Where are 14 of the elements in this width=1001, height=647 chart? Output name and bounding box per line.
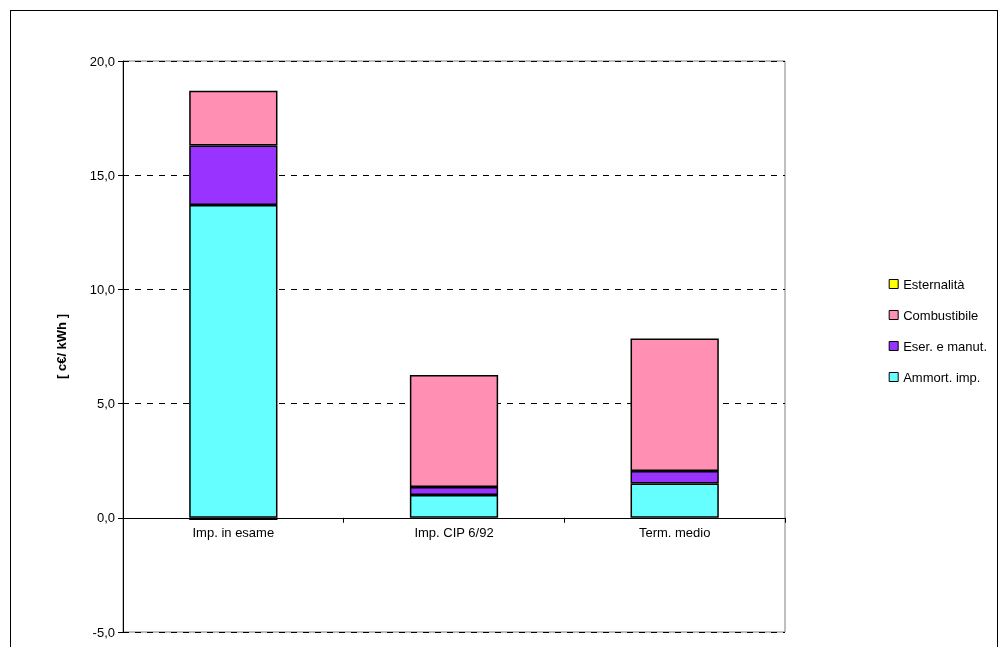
y-tick-label: 20,0 — [89, 53, 115, 69]
x-tick-label: Imp. CIP 6/92 — [414, 524, 494, 540]
y-tick-label: 15,0 — [89, 167, 115, 183]
legend-label: Ammort. imp. — [903, 369, 981, 385]
legend-label: Eser. e manut. — [903, 338, 988, 354]
y-tick-label: 5,0 — [96, 396, 115, 412]
y-tick-label: 10,0 — [89, 281, 115, 297]
legend-label: Esternalità — [903, 276, 966, 292]
y-axis-title: [ c€/ kWh ] — [54, 313, 69, 380]
y-tick-label: -5,0 — [92, 624, 115, 640]
y-tick-label: 0,0 — [96, 510, 115, 526]
x-tick-label: Term. medio — [638, 524, 711, 540]
legend-label: Combustibile — [903, 307, 979, 323]
x-tick-label: Imp. in esame — [192, 524, 275, 540]
